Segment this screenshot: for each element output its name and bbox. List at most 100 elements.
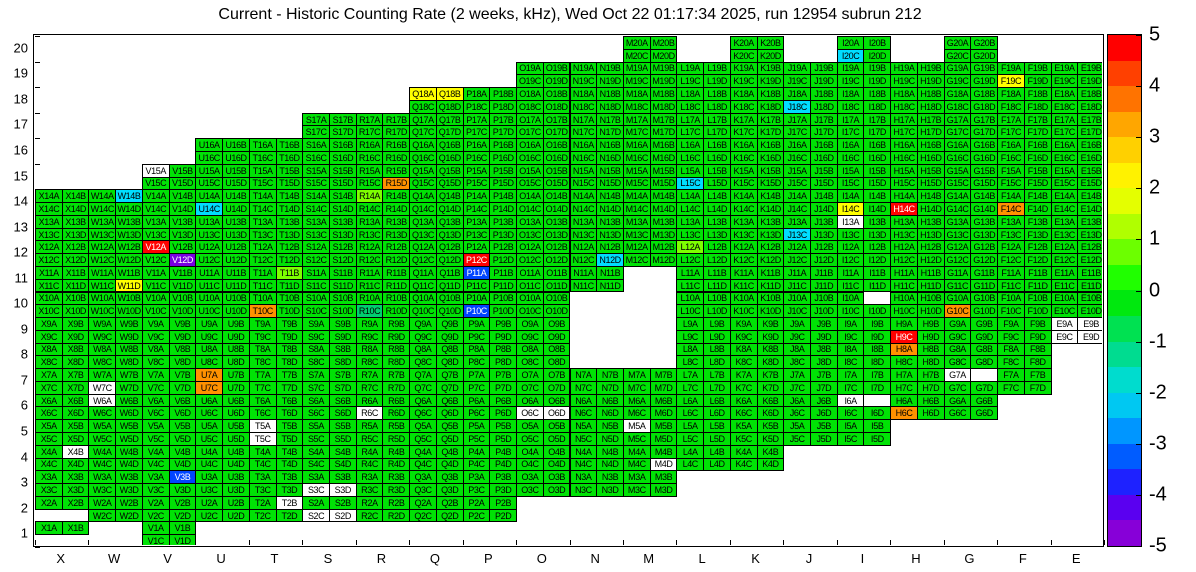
grid-cell: O3C <box>516 483 544 497</box>
grid-cell: M15C <box>622 176 651 191</box>
grid-cell: J6C <box>783 406 812 421</box>
grid-cell: H18D <box>916 99 945 114</box>
grid-cell: H17C <box>890 125 918 140</box>
grid-cell: N6D <box>596 406 624 421</box>
grid-cell: T14C <box>248 202 277 216</box>
grid-cell: N6A <box>569 393 598 408</box>
grid-cell: T11B <box>275 265 304 280</box>
colorbar-band <box>1108 418 1141 444</box>
grid-cell: V10B <box>168 291 197 306</box>
grid-cell: V11B <box>168 265 197 280</box>
grid-cell: V6A <box>141 393 170 408</box>
grid-cell: P9B <box>489 317 518 331</box>
grid-cell: R17D <box>382 125 411 140</box>
grid-cell: M12B <box>649 240 678 255</box>
grid-cell: J16D <box>810 150 838 165</box>
grid-cell: G15C <box>943 176 972 191</box>
grid-cell: E17D <box>1077 125 1102 140</box>
grid-cell: O5D <box>542 432 571 446</box>
grid-cell: M19C <box>622 74 651 89</box>
grid-cell: I9D <box>863 329 892 344</box>
grid-cell: T6A <box>248 393 277 408</box>
grid-cell: Q8B <box>435 342 464 357</box>
grid-cell: F13D <box>1023 227 1052 242</box>
grid-cell: S14B <box>328 189 357 204</box>
grid-cell: P12D <box>489 253 518 267</box>
grid-cell: U14B <box>222 189 250 204</box>
grid-cell: S13C <box>302 227 330 242</box>
grid-cell: K17B <box>756 112 785 127</box>
grid-cell: I10C <box>836 304 865 319</box>
grid-cell: G17D <box>970 125 999 140</box>
grid-cell: G8B <box>970 342 999 357</box>
grid-cell: P7B <box>489 368 518 382</box>
grid-cell: M16B <box>649 138 678 152</box>
grid-cell: S3A <box>302 470 330 485</box>
grid-cell: V4C <box>141 457 170 472</box>
grid-cell: M7A <box>622 368 651 382</box>
grid-cell: K14A <box>729 189 758 204</box>
grid-cell: H11B <box>916 265 945 280</box>
grid-cell: U8A <box>195 342 224 357</box>
grid-cell: Q10C <box>409 304 437 319</box>
grid-cell: X10B <box>61 291 90 306</box>
grid-cell: P10C <box>462 304 491 319</box>
grid-cell: G17C <box>943 125 972 140</box>
grid-cell: O15C <box>516 176 544 191</box>
grid-cell: M18D <box>649 99 678 114</box>
grid-cell: O14D <box>542 202 571 216</box>
grid-cell: L15C <box>676 176 705 191</box>
grid-cell: G9C <box>943 329 972 344</box>
grid-cell: K14D <box>756 202 785 216</box>
grid-cell: N16B <box>596 138 624 152</box>
grid-cell: J17C <box>783 125 812 140</box>
grid-cell: N7A <box>569 368 598 382</box>
grid-cell: W3B <box>115 470 143 485</box>
grid-cell: N15D <box>596 176 624 191</box>
grid-cell: N16D <box>596 150 624 165</box>
grid-cell: I12A <box>836 240 865 255</box>
grid-cell: H9D <box>916 329 945 344</box>
grid-cell: U8B <box>222 342 250 357</box>
x-axis-tick-label: J <box>805 551 813 566</box>
grid-cell: W7D <box>115 380 143 395</box>
grid-cell: H17B <box>916 112 945 127</box>
grid-cell: Q3B <box>435 470 464 485</box>
grid-cell: N4D <box>596 457 624 472</box>
grid-cell: Q17D <box>435 125 464 140</box>
grid-cell: L19C <box>676 74 705 89</box>
grid-cell: Q18C <box>409 99 437 114</box>
grid-cell: R8D <box>382 355 411 370</box>
grid-cell: P8A <box>462 342 491 357</box>
grid-cell: G18D <box>970 99 999 114</box>
grid-cell: X4A <box>35 444 63 459</box>
grid-cell: I10A <box>836 291 865 306</box>
grid-cell: H6A <box>890 393 918 408</box>
grid-cell: L11B <box>703 265 731 280</box>
grid-cell: R17A <box>355 112 384 127</box>
colorbar-tick-label: 2 <box>1149 176 1161 199</box>
grid-cell: R8C <box>355 355 384 370</box>
grid-cell: I7A <box>836 368 865 382</box>
grid-cell: J18A <box>783 87 812 101</box>
grid-cell: K8D <box>756 355 785 370</box>
grid-cell: Q6A <box>409 393 437 408</box>
grid-cell: J19A <box>783 61 812 76</box>
grid-cell: K14B <box>756 189 785 204</box>
grid-cell: T2A <box>248 495 277 510</box>
colorbar-tick <box>1136 188 1142 190</box>
grid-cell: H11D <box>916 278 945 293</box>
grid-cell: F10A <box>997 291 1025 306</box>
grid-cell: W14B <box>115 189 143 204</box>
grid-cell: H16C <box>890 150 918 165</box>
grid-cell: O18D <box>542 99 571 114</box>
grid-cell: F19B <box>1023 61 1052 76</box>
grid-cell: M17C <box>622 125 651 140</box>
grid-cell: O8B <box>542 342 571 357</box>
grid-cell: F12D <box>1023 253 1052 267</box>
x-axis-tick <box>248 540 250 545</box>
grid-cell: I5D <box>863 432 892 446</box>
grid-cell: N16C <box>569 150 598 165</box>
grid-cell: T3C <box>248 483 277 497</box>
grid-cell: T10B <box>275 291 304 306</box>
